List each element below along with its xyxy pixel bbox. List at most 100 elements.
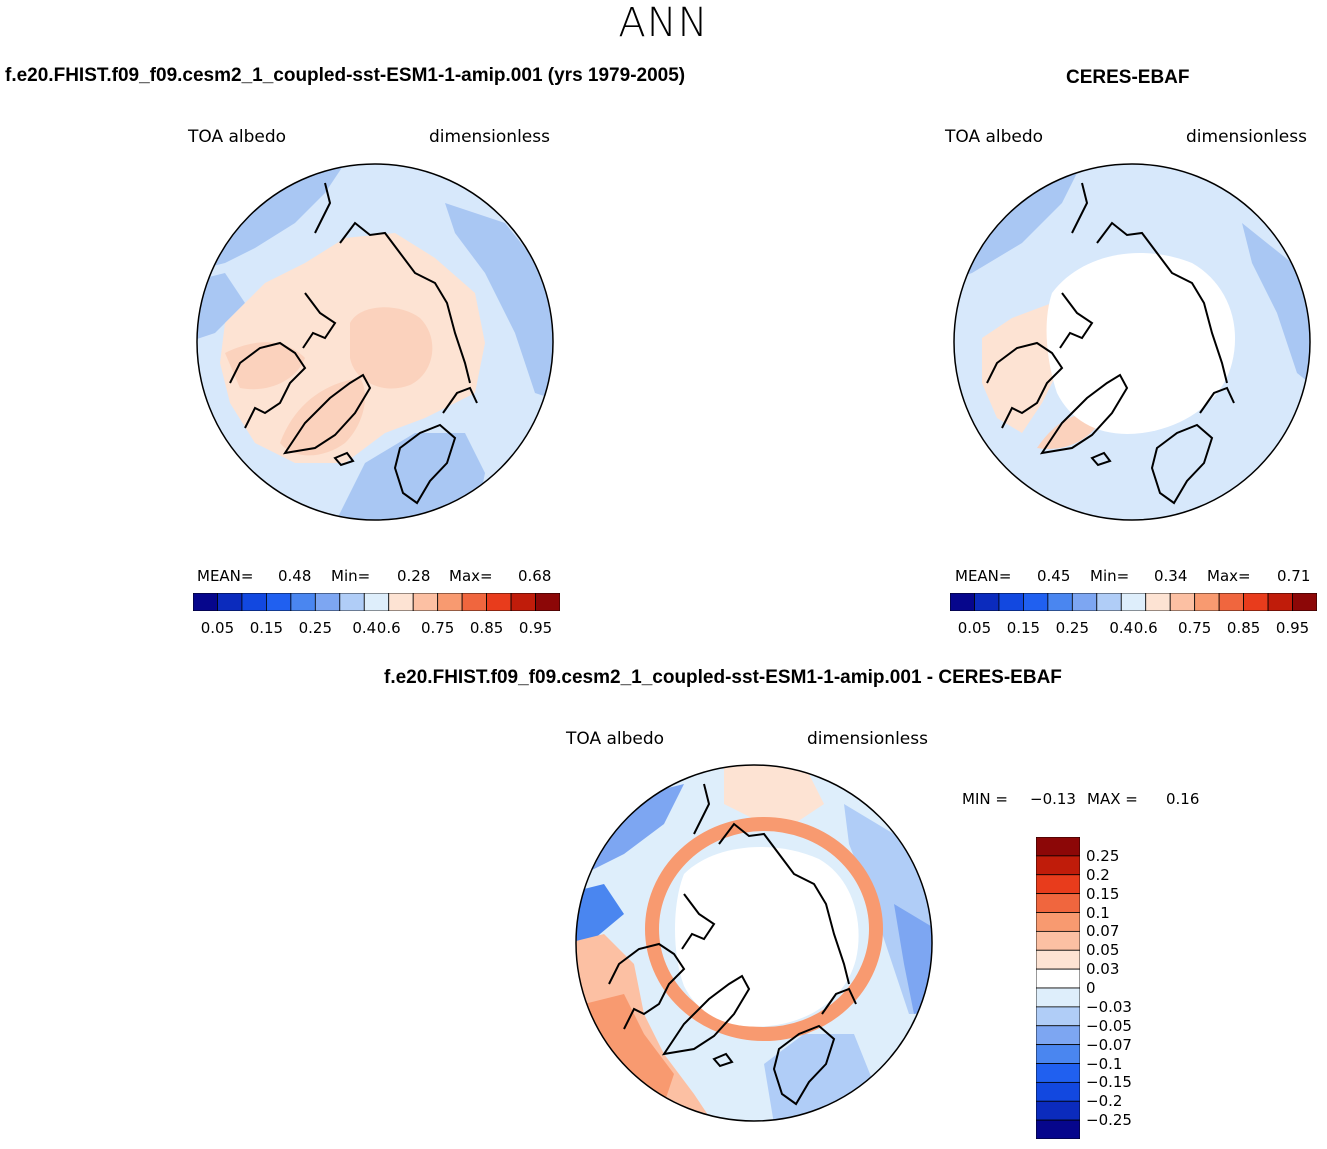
obs-mean-value: 0.45 bbox=[1037, 567, 1071, 585]
colorbar-tick-label: 0.6 bbox=[1133, 619, 1158, 637]
colorbar-swatch bbox=[1243, 593, 1269, 611]
colorbar-swatch bbox=[388, 593, 414, 611]
obs-missing-data-region bbox=[1046, 253, 1236, 434]
colorbar-tick-label: 0.75 bbox=[1177, 619, 1212, 637]
colorbar-swatch bbox=[974, 593, 1000, 611]
model-coastlines bbox=[229, 182, 478, 505]
colorbar-tick-label: 0.15 bbox=[1086, 884, 1120, 903]
colorbar-swatch bbox=[412, 593, 439, 611]
colorbar-swatch bbox=[1036, 1100, 1080, 1121]
colorbar-tick-label: 0.95 bbox=[1275, 619, 1310, 637]
colorbar-swatch bbox=[1036, 1063, 1080, 1083]
model-mean-label: MEAN= bbox=[197, 567, 254, 585]
obs-mean-label: MEAN= bbox=[955, 567, 1012, 585]
colorbar-swatch bbox=[1036, 893, 1080, 913]
colorbar-tick-label: −0.03 bbox=[1086, 997, 1132, 1016]
colorbar-tick-label: 0.1 bbox=[1086, 903, 1110, 922]
colorbar-swatch bbox=[1036, 930, 1080, 951]
colorbar-tick-label: 0.85 bbox=[469, 619, 504, 637]
obs-polar-map bbox=[953, 163, 1311, 521]
obs-min-value: 0.34 bbox=[1154, 567, 1188, 585]
colorbar-swatch bbox=[486, 593, 512, 611]
colorbar-swatch bbox=[1036, 1006, 1080, 1027]
colorbar-swatch bbox=[1036, 837, 1080, 857]
colorbar-tick-label: 0.15 bbox=[249, 619, 284, 637]
colorbar-tick-label: 0 bbox=[1086, 979, 1096, 997]
obs-colorbar-labels: 0.05 0.15 0.25 0.4 0.6 0.75 0.85 0.95 bbox=[950, 619, 1317, 639]
model-units-label: dimensionless bbox=[429, 127, 550, 147]
colorbar-tick-label: −0.15 bbox=[1086, 1073, 1132, 1092]
colorbar-swatch bbox=[1071, 593, 1098, 611]
obs-units-label: dimensionless bbox=[1186, 127, 1307, 147]
model-max-label: Max= bbox=[449, 567, 493, 585]
diff-map-border bbox=[575, 764, 933, 1122]
diff-max-value: 0.16 bbox=[1166, 790, 1200, 808]
obs-max-value: 0.71 bbox=[1277, 567, 1311, 585]
model-low-albedo-region bbox=[445, 203, 553, 403]
colorbar-tick-label: 0.25 bbox=[1086, 846, 1120, 865]
colorbar-tick-label: 0.6 bbox=[376, 619, 401, 637]
colorbar-swatch bbox=[1036, 1119, 1080, 1139]
colorbar-swatch bbox=[339, 593, 365, 611]
colorbar-swatch bbox=[1036, 1044, 1080, 1064]
colorbar-tick-label: −0.07 bbox=[1086, 1035, 1132, 1054]
colorbar-swatch bbox=[314, 593, 341, 611]
colorbar-tick-label: 0.95 bbox=[518, 619, 553, 637]
colorbar-tick-label: 0.15 bbox=[1006, 619, 1041, 637]
colorbar-swatch bbox=[1047, 593, 1073, 611]
obs-colorbar bbox=[950, 593, 1317, 611]
model-min-label: Min= bbox=[331, 567, 371, 585]
colorbar-swatch bbox=[363, 593, 390, 611]
colorbar-swatch bbox=[1036, 855, 1080, 876]
colorbar-swatch bbox=[1036, 949, 1080, 970]
colorbar-swatch bbox=[1169, 593, 1196, 611]
colorbar-tick-label: −0.1 bbox=[1086, 1054, 1123, 1073]
obs-min-label: Min= bbox=[1090, 567, 1130, 585]
colorbar-swatch bbox=[1023, 593, 1049, 611]
model-high-albedo-core bbox=[350, 307, 433, 389]
model-panel-title: f.e20.FHIST.f09_f09.cesm2_1_coupled-sst-… bbox=[5, 65, 686, 86]
obs-map-border bbox=[953, 163, 1311, 521]
diff-colorbar-labels: 0.25 0.2 0.15 0.1 0.07 0.05 0.03 0 −0.03 −0.05 −0.… bbox=[1086, 837, 1166, 1139]
colorbar-tick-label: 0.05 bbox=[200, 619, 235, 637]
model-min-value: 0.28 bbox=[397, 567, 431, 585]
model-polar-map bbox=[196, 163, 554, 521]
colorbar-swatch bbox=[1036, 968, 1080, 989]
colorbar-swatch bbox=[1036, 1025, 1080, 1046]
colorbar-swatch bbox=[998, 593, 1024, 611]
obs-panel-title: CERES-EBAF bbox=[1066, 67, 1190, 88]
colorbar-tick-label: −0.2 bbox=[1086, 1092, 1123, 1111]
colorbar-tick-label: 0.25 bbox=[298, 619, 333, 637]
colorbar-swatch bbox=[1218, 593, 1245, 611]
diff-sea-ice-edge-ring bbox=[645, 817, 883, 1041]
colorbar-swatch bbox=[1120, 593, 1147, 611]
colorbar-tick-label: 0.4 bbox=[1109, 619, 1134, 637]
colorbar-swatch bbox=[1036, 874, 1080, 895]
colorbar-tick-label: 0.07 bbox=[1086, 922, 1120, 941]
colorbar-tick-label: 0.25 bbox=[1055, 619, 1090, 637]
model-high-albedo-region bbox=[225, 342, 305, 390]
colorbar-swatch bbox=[1036, 912, 1080, 932]
colorbar-swatch bbox=[266, 593, 292, 611]
model-colorbar-labels: 0.05 0.15 0.25 0.4 0.6 0.75 0.85 0.95 bbox=[193, 619, 560, 639]
obs-variable-label: TOA albedo bbox=[945, 127, 1044, 147]
colorbar-tick-label: 0.75 bbox=[420, 619, 455, 637]
colorbar-swatch bbox=[1145, 593, 1171, 611]
colorbar-swatch bbox=[535, 593, 560, 611]
diff-colorbar bbox=[1036, 837, 1080, 1139]
colorbar-tick-label: 0.05 bbox=[957, 619, 992, 637]
colorbar-tick-label: 0.03 bbox=[1086, 960, 1120, 979]
diff-coastlines bbox=[608, 783, 857, 1106]
model-colorbar bbox=[193, 593, 560, 611]
colorbar-tick-label: 0.05 bbox=[1086, 941, 1120, 960]
model-variable-label: TOA albedo bbox=[188, 127, 287, 147]
obs-max-label: Max= bbox=[1207, 567, 1251, 585]
diff-units-label: dimensionless bbox=[807, 729, 928, 749]
colorbar-swatch bbox=[193, 593, 218, 611]
obs-coastlines bbox=[986, 182, 1235, 505]
season-title: ANN bbox=[618, 0, 709, 46]
diff-positive-region bbox=[724, 765, 824, 824]
model-max-value: 0.68 bbox=[518, 567, 552, 585]
colorbar-swatch bbox=[1036, 987, 1080, 1008]
model-low-albedo-region bbox=[335, 433, 485, 520]
